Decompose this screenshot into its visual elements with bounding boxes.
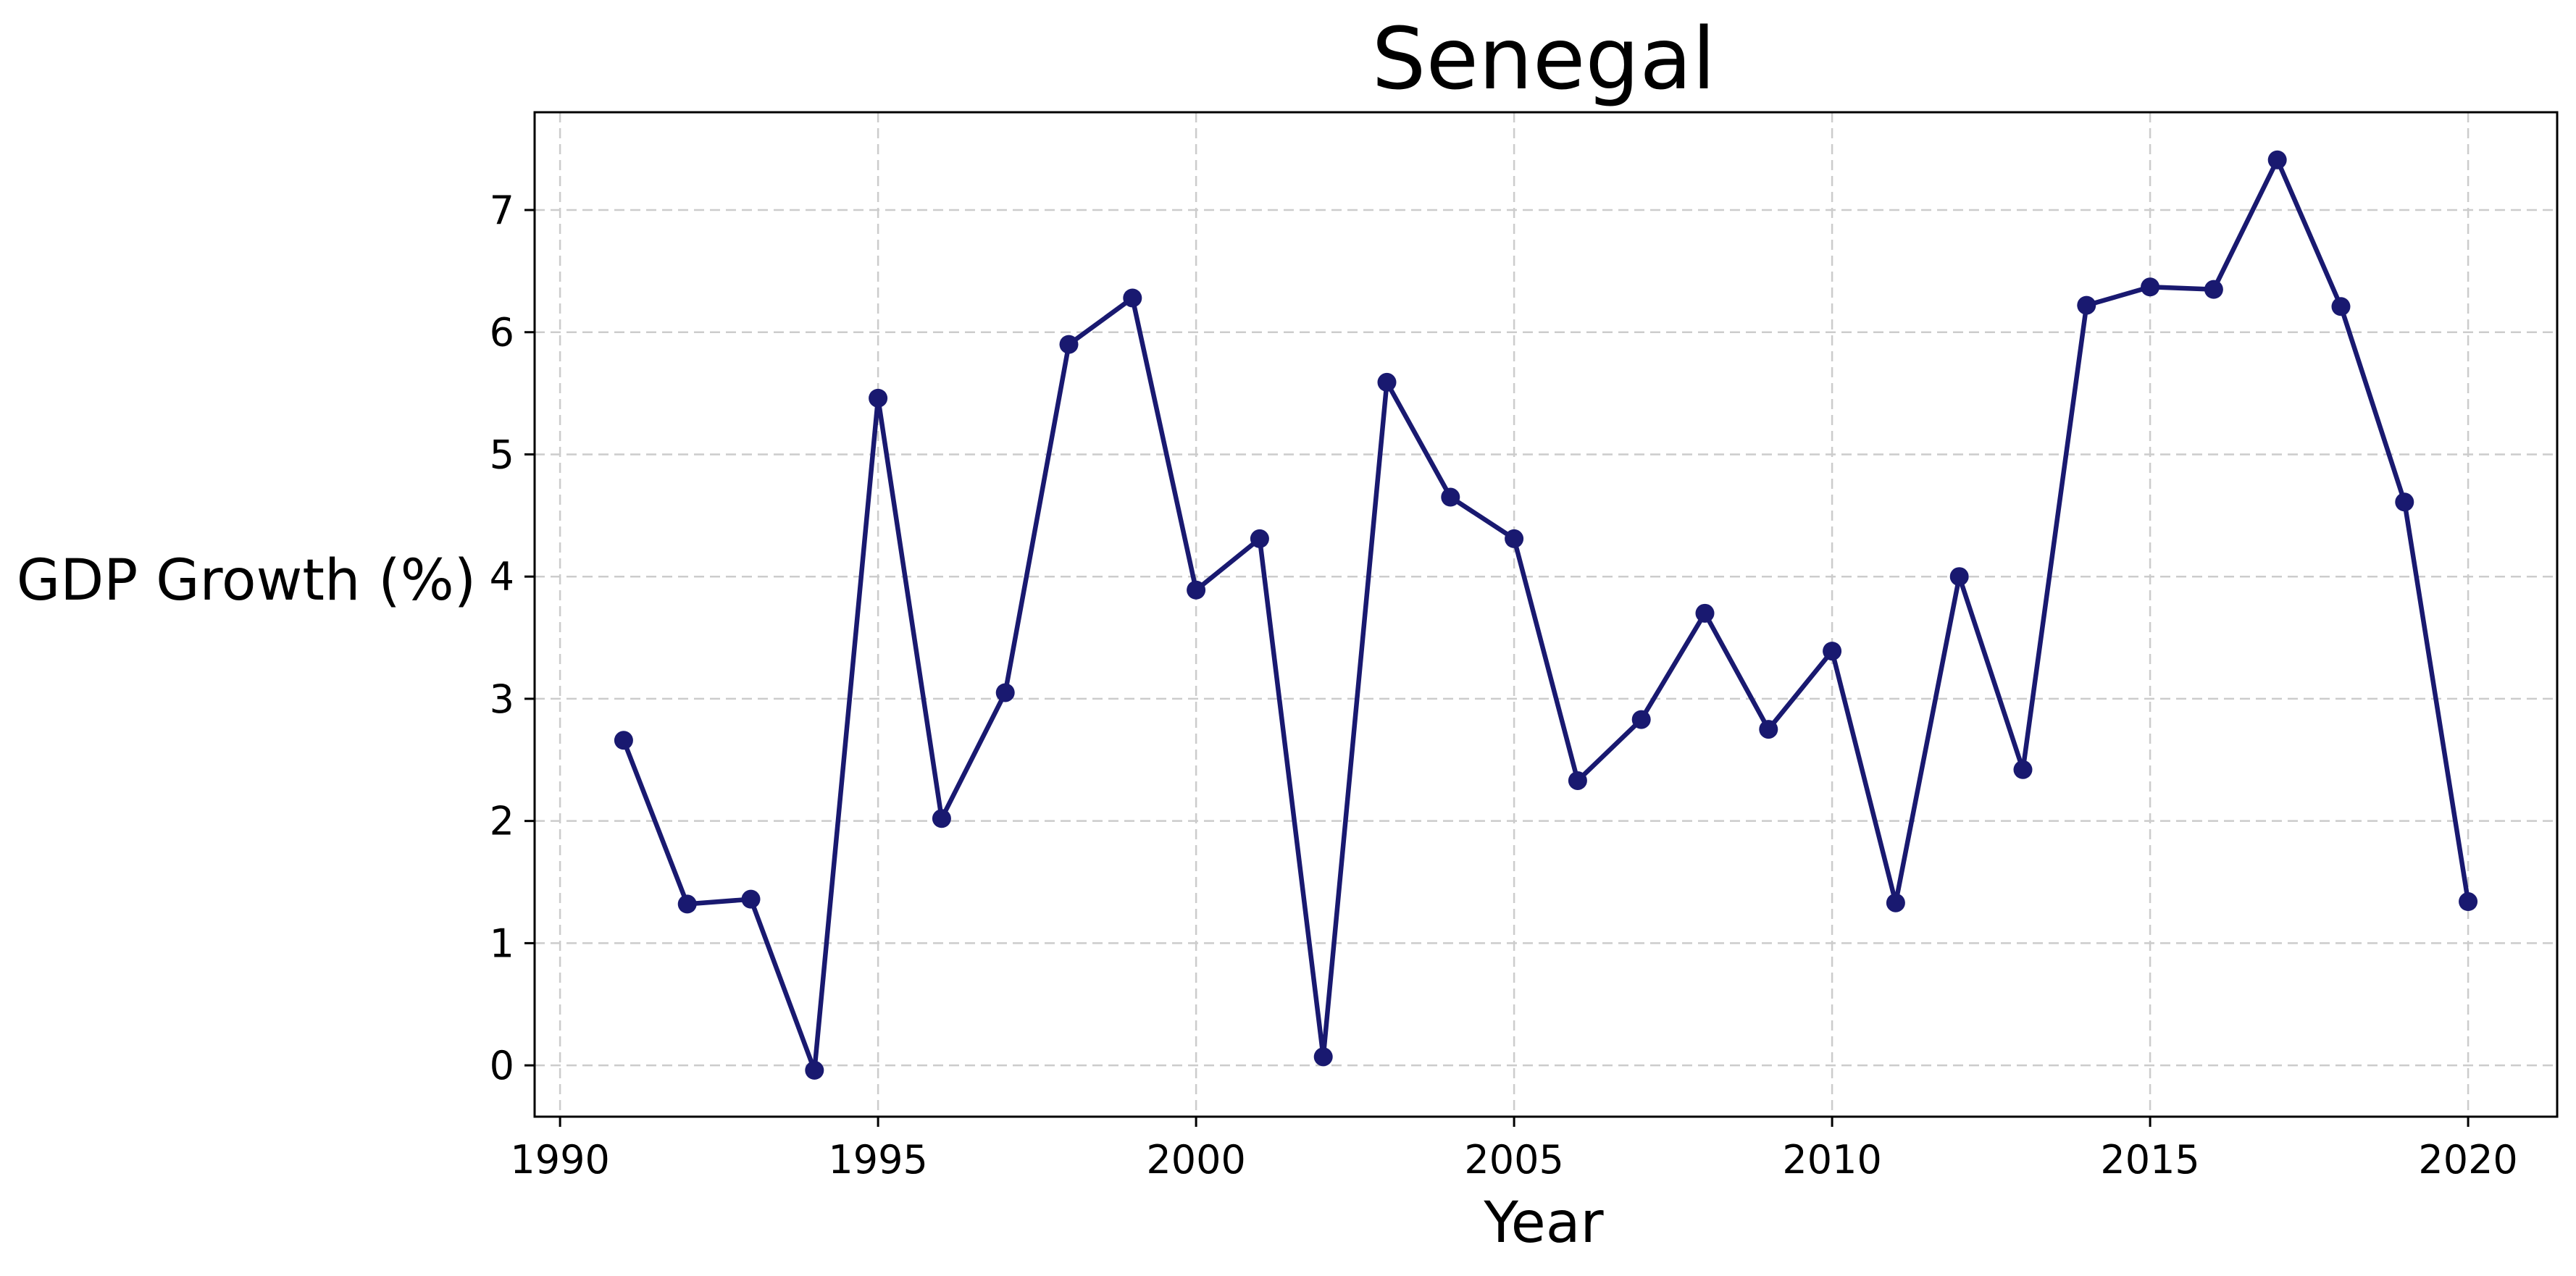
data-point xyxy=(2331,297,2351,316)
x-tick-label: 2015 xyxy=(2100,1137,2199,1183)
data-point xyxy=(2395,492,2414,512)
y-tick-label: 6 xyxy=(490,310,514,356)
y-tick-label: 0 xyxy=(490,1043,514,1088)
data-point xyxy=(1631,710,1651,729)
data-point xyxy=(1313,1047,1333,1067)
data-point xyxy=(1886,893,1905,912)
data-point xyxy=(1505,529,1524,548)
data-point xyxy=(1568,771,1587,790)
grid xyxy=(535,112,2557,1117)
data-point xyxy=(1377,372,1397,392)
x-tick-label: 2010 xyxy=(1782,1137,1881,1183)
data-point xyxy=(2204,280,2223,299)
data-point xyxy=(741,889,761,909)
data-point xyxy=(677,894,697,914)
data-point xyxy=(2141,277,2160,297)
data-point xyxy=(2013,760,2033,779)
x-tick-label: 2020 xyxy=(2418,1137,2517,1183)
x-tick-label: 2005 xyxy=(1464,1137,1563,1183)
y-tick-label: 4 xyxy=(490,554,514,600)
series-points xyxy=(614,150,2478,1080)
chart-title: Senegal xyxy=(1372,9,1716,109)
x-tick-label: 1995 xyxy=(828,1137,927,1183)
data-point xyxy=(1823,642,1842,661)
data-point xyxy=(2267,150,2287,169)
series-line-group xyxy=(621,157,2471,1073)
data-point xyxy=(1250,529,1269,548)
data-point xyxy=(869,388,888,408)
series-line xyxy=(621,157,2471,1073)
data-point xyxy=(1949,567,1969,587)
data-point xyxy=(1695,603,1715,623)
y-tick-label: 2 xyxy=(490,799,514,844)
data-point xyxy=(1759,720,1778,739)
data-point xyxy=(2459,892,2478,912)
axes-frame xyxy=(533,111,2559,1118)
data-point xyxy=(614,731,633,750)
axis-ticks: 1990 1995 2000 2005 2010 2015 2020 0 1 2 3 4 5 6 7 xyxy=(490,188,2518,1183)
data-point xyxy=(1187,580,1206,600)
y-tick-label: 3 xyxy=(490,676,514,722)
data-point xyxy=(1123,288,1142,308)
data-point xyxy=(2077,295,2096,315)
y-axis-label: GDP Growth (%) xyxy=(17,548,476,613)
x-axis-label: Year xyxy=(1483,1191,1604,1256)
y-tick-label: 5 xyxy=(490,432,514,477)
y-tick-label: 7 xyxy=(490,188,514,233)
data-point xyxy=(932,809,951,828)
data-point xyxy=(995,683,1015,702)
x-tick-label: 2000 xyxy=(1146,1137,1245,1183)
y-tick-label: 1 xyxy=(490,920,514,966)
data-point xyxy=(1059,335,1079,354)
data-point xyxy=(1441,487,1460,507)
x-tick-label: 1990 xyxy=(510,1137,609,1183)
data-point xyxy=(805,1060,824,1080)
